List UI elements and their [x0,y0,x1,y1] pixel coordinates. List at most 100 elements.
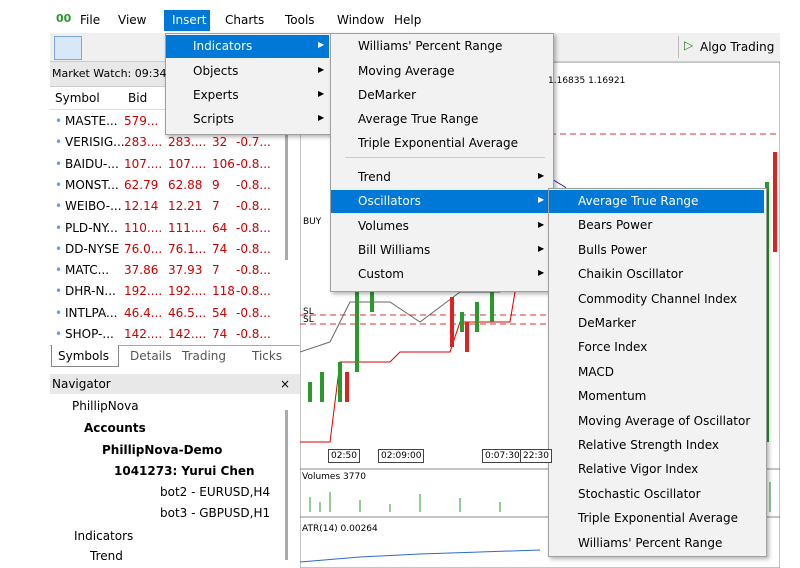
menu-item[interactable]: Moving Average [358,64,455,78]
menu-item[interactable]: Average True Range [358,112,479,126]
tree-item[interactable]: 1041273: Yurui Chen [114,464,255,478]
menu-item[interactable]: Momentum [578,389,647,404]
menu-item[interactable]: Triple Exponential Average [358,136,519,150]
cell: 12.21 [168,199,203,214]
menu-item[interactable]: Average True Range [578,194,699,208]
candles [308,182,769,442]
tab[interactable]: Details [130,349,172,363]
panel-title: Navigator [52,377,111,391]
submenu-arrow: ▶ [538,171,545,180]
cell: 142.... [168,327,207,341]
menu-item[interactable]: Help [394,13,422,27]
menu-item[interactable]: Indicators [193,39,253,53]
tree-item[interactable]: bot3 - GBPUSD,H1 [160,506,271,520]
menu-item[interactable]: Trend [358,170,391,184]
cell: 62.79 [124,177,159,192]
cell: 579... [124,114,159,128]
menu-item[interactable]: Oscillators [358,194,421,208]
row-bullet: • [55,305,63,320]
menu-item[interactable]: DeMarker [578,316,637,330]
tab[interactable]: Symbols [58,349,109,363]
menu-item[interactable]: Insert [172,13,207,27]
cell: 76.0... [124,241,163,256]
menu-item[interactable]: Bulls Power [578,242,647,257]
cell[interactable]: SHOP-... [65,327,114,341]
menu-item[interactable]: Commodity Channel Index [578,291,738,306]
cell: -0.7... [236,135,271,150]
active-tab[interactable] [51,345,119,367]
tabs-bar [50,345,300,368]
algo-button[interactable] [678,36,781,58]
cell[interactable]: MONST... [65,177,119,192]
submenu-arrow: ▶ [538,195,545,204]
cell: -0.8... [236,220,271,235]
menu-item[interactable]: Objects [193,64,239,78]
cell: 32 [212,135,228,150]
menu-item[interactable]: Williams' Percent Range [358,39,503,53]
volume-bars [309,482,771,512]
menu-item[interactable]: Custom [358,267,404,281]
cell: 192.... [168,284,207,299]
menu-item[interactable]: Stochastic Oscillator [578,486,701,501]
cell: 46.4... [124,305,163,320]
menu-item[interactable]: Bill Williams [358,243,431,257]
menu-item[interactable]: Window [337,13,385,27]
menu-item[interactable]: Williams' Percent Range [578,535,723,550]
cell: 192.... [124,284,163,299]
tree-item[interactable]: bot2 - EURUSD,H4 [160,485,271,499]
cell: 62.88 [168,177,203,192]
close-button[interactable]: × [280,377,291,391]
tree-item[interactable]: PhillipNova [72,399,139,413]
cell[interactable]: INTLPA... [65,305,118,320]
algo-trading-button[interactable]: Algo Trading [700,40,775,54]
menu-item[interactable]: Volumes [358,219,409,233]
menu-item[interactable]: Triple Exponential Average [578,511,739,526]
menu-item[interactable]: Scripts [193,112,235,126]
panel-title: Market Watch: 09:34 [52,67,167,80]
app-icon: 00 [56,12,72,25]
cell[interactable]: MASTE... [65,114,118,128]
scrollbar [285,410,288,560]
cell: 74 [212,327,228,341]
cell: -0.8... [236,156,271,171]
cell[interactable]: VERISIG... [65,135,125,150]
time-label: 02:50 [328,449,360,463]
row-bullet: • [55,199,63,214]
indicators-menu [330,33,554,292]
cell[interactable]: WEIBO-... [65,199,122,214]
cursor-tool[interactable] [54,36,82,60]
row-bullet: • [55,156,63,171]
cell[interactable]: DHR-N... [65,284,116,299]
menu-item[interactable]: Force Index [578,340,648,355]
menu-item[interactable]: MACD [578,364,614,379]
menu-item[interactable]: Relative Vigor Index [578,462,699,477]
menu-item[interactable]: Bears Power [578,218,653,233]
menu-item[interactable]: Tools [285,13,315,27]
cell[interactable]: BAIDU-... [65,156,119,171]
menu-item[interactable]: Relative Strength Index [578,438,719,452]
cell[interactable]: MATC... [65,263,110,278]
cell[interactable]: PLD-NY... [65,220,118,235]
cell: -0.8... [236,177,271,192]
row-bullet: • [55,114,63,128]
menu-highlight [164,10,210,31]
cell: 111.... [168,220,207,235]
tree-item[interactable]: Trend [90,549,123,563]
menu-item[interactable]: View [118,13,147,27]
menu-item[interactable]: Experts [193,88,239,102]
tab[interactable]: Ticks [252,349,283,363]
tree-item[interactable]: Accounts [84,421,146,435]
tree-item[interactable]: PhillipNova-Demo [102,443,223,457]
cell[interactable]: DD-NYSE [65,241,120,256]
cell: -0.8... [236,199,271,214]
cell: 118 [212,284,235,299]
menu-item[interactable]: Moving Average of Oscillator [578,413,751,428]
cell: -0.8... [236,263,271,278]
tree-item[interactable]: Indicators [74,529,134,543]
menu-item[interactable]: Charts [225,13,265,27]
menu-item[interactable]: File [80,13,101,27]
menu-item[interactable]: Chaikin Oscillator [578,267,684,282]
cell: 110.... [124,220,163,235]
menu-item[interactable]: DeMarker [358,88,417,102]
tab[interactable]: Trading [182,349,227,363]
